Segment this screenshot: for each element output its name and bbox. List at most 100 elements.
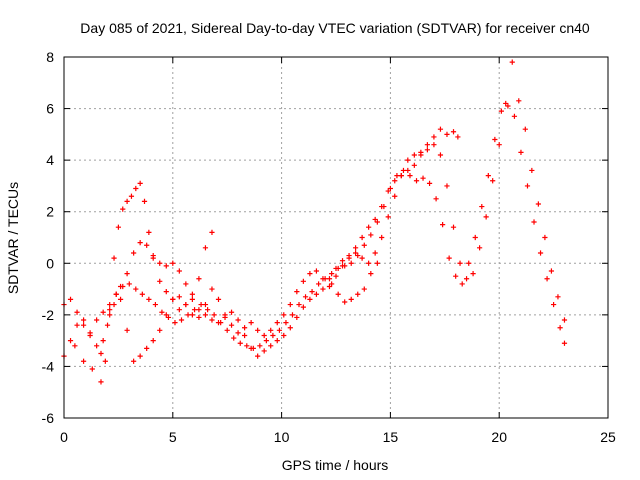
data-point-arc-4 [141,198,148,204]
data-point-arc-3 [490,178,496,184]
data-point-arc-2 [531,219,537,225]
data-point-arc-5 [361,286,367,292]
y-tick-label: -4 [42,358,55,374]
data-point-arc-3 [104,322,111,328]
data-point-arc-3 [228,309,235,315]
data-point-arc-5 [374,260,380,266]
data-point-arc-2 [224,327,230,333]
data-point-arc-4 [209,229,215,235]
data-point-arc-3 [261,348,267,354]
data-point-arc-2 [368,232,374,238]
data-point-arc-4 [170,296,176,302]
data-point-arc-2 [479,203,485,210]
data-point-arc-2 [342,263,348,269]
data-point-arc-2 [205,307,211,313]
data-point-arc-3 [398,173,404,179]
data-point-arc-3 [170,260,176,266]
data-point-arc-4 [133,185,139,192]
y-tick-label: 2 [46,204,54,220]
data-point-arc-3 [202,312,209,318]
data-point-arc-3 [561,317,568,323]
data-point-arc-3 [242,332,248,339]
data-point-arc-4 [163,289,169,295]
data-point-arc-3 [503,100,509,107]
data-point-arc-3 [248,345,254,351]
data-point-arc-2 [329,271,335,277]
data-point-arc-1 [150,338,156,344]
data-point-arc-3 [255,353,261,359]
data-point-arc-4 [115,224,121,230]
data-point-arc-2 [276,327,283,333]
data-point-arc-3 [339,258,346,264]
data-point-arc-3 [157,260,163,266]
data-point-arc-1 [202,301,209,308]
data-point-arc-3 [89,366,95,372]
data-point-arc-1 [366,224,372,230]
data-point-arc-3 [80,358,87,364]
data-point-arc-5 [355,291,361,297]
data-point-arc-1 [74,322,80,328]
data-point-arc-1 [294,289,300,295]
data-point-arc-3 [333,265,339,272]
data-point-arc-3 [222,314,228,321]
data-point-arc-3 [294,314,300,321]
y-tick-label: 4 [46,152,54,168]
data-point-arc-2 [94,317,100,323]
data-point-arc-3 [72,343,78,349]
data-point-arc-3 [437,152,444,158]
data-point-arc-2 [172,319,178,326]
data-point-arc-1 [144,345,150,351]
data-point-arc-2 [178,317,185,323]
data-point-arc-1 [228,322,235,328]
data-point-arc-3 [444,183,450,189]
data-point-arc-3 [196,307,202,313]
data-point-arc-3 [372,250,378,256]
data-point-arc-1 [100,338,106,344]
data-point-arc-3 [189,296,195,302]
data-point-arc-1 [215,296,222,302]
data-point-arc-3 [274,338,280,344]
data-point-arc-2 [394,173,400,179]
data-point-arc-2 [80,322,87,328]
data-point-arc-2 [126,281,132,287]
data-point-arc-3 [346,252,352,259]
data-point-arc-2 [87,330,93,336]
data-point-arc-2 [492,136,498,143]
data-point-arc-4 [102,358,108,364]
data-point-arc-3 [431,142,437,148]
data-point-arc-1 [157,327,163,333]
data-point-arc-3 [477,245,483,251]
x-tick-label: 5 [169,429,177,445]
data-point-arc-1 [352,245,359,251]
data-point-arc-4 [128,193,135,199]
data-point-arc-2 [466,260,472,266]
data-point-arc-1 [281,312,287,318]
data-point-arc-4 [98,379,104,385]
x-tick-label: 20 [491,429,507,445]
data-point-arc-3 [235,317,241,323]
data-point-arc-1 [67,338,74,344]
y-tick-label: -2 [42,307,55,323]
data-point-arc-1 [189,312,195,318]
data-point-arc-2 [485,173,491,179]
y-tick-label: 6 [46,101,54,117]
data-point-arc-2 [426,180,433,186]
data-point-arc-4 [150,255,156,261]
data-point-arc-1 [268,327,274,333]
data-point-arc-2 [165,314,172,321]
data-point-arc-3 [405,157,411,163]
data-point-arc-3 [98,350,104,357]
data-point-arc-2 [100,309,106,315]
data-point-arc-3 [215,319,222,326]
data-point-arc-1 [196,314,202,321]
data-point-arc-3 [209,317,215,323]
data-point-arc-2 [561,340,568,346]
data-point-arc-3 [379,234,385,241]
data-point-arc-2 [257,343,263,349]
data-point-arc-2 [237,340,243,346]
data-point-arc-1 [313,268,320,274]
data-point-arc-3 [424,147,430,153]
data-point-arc-2 [107,301,113,308]
data-point-arc-2 [74,309,80,315]
data-point-arc-1 [124,327,130,333]
